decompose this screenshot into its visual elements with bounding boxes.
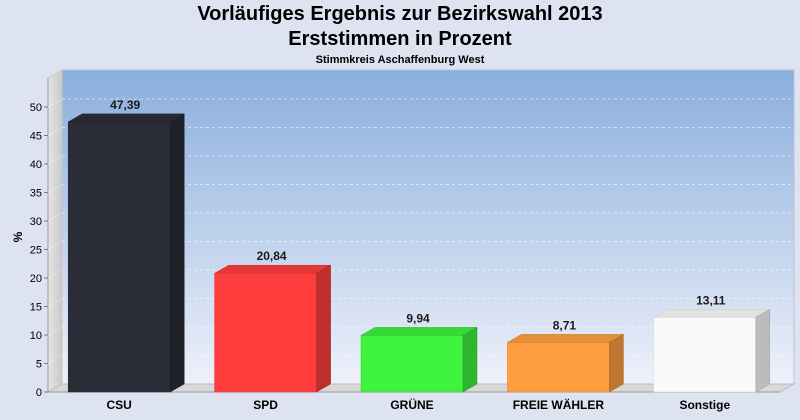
y-tick-label: 10 bbox=[30, 330, 42, 342]
y-tick-label: 40 bbox=[30, 159, 42, 171]
data-label: 47,39 bbox=[110, 98, 140, 112]
y-tick-label: 50 bbox=[30, 102, 42, 114]
bar-sonstige bbox=[653, 317, 757, 393]
bar-top bbox=[360, 327, 478, 336]
y-tick-label: 0 bbox=[36, 387, 42, 399]
x-tick-label: GRÜNE bbox=[390, 397, 433, 412]
y-tick-label: 15 bbox=[30, 302, 42, 314]
bar-side bbox=[169, 113, 185, 393]
gridline-side bbox=[47, 212, 63, 222]
data-label: 8,71 bbox=[553, 318, 577, 332]
gridline-side bbox=[47, 241, 63, 250]
y-tick-label: 20 bbox=[30, 273, 42, 285]
gridline-side bbox=[47, 269, 63, 279]
x-tick-label: SPD bbox=[253, 398, 278, 412]
bar-side bbox=[316, 264, 331, 393]
bar-freie-wähler bbox=[507, 342, 610, 393]
y-tick-label: 35 bbox=[30, 188, 42, 200]
data-label: 20,84 bbox=[257, 249, 287, 263]
data-label: 13,11 bbox=[696, 293, 726, 307]
x-tick-label: CSU bbox=[107, 398, 132, 412]
gridline-side bbox=[47, 298, 63, 307]
bar-spd bbox=[214, 272, 317, 393]
plot-left-wall bbox=[47, 69, 63, 393]
gridline-side bbox=[47, 326, 63, 336]
bar-top bbox=[506, 334, 625, 343]
data-label: 9,94 bbox=[406, 311, 430, 325]
chart-title: Vorläufiges Ergebnis zur Bezirkswahl 201… bbox=[197, 3, 603, 25]
bar-top bbox=[213, 264, 332, 274]
gridline-side bbox=[47, 184, 63, 193]
chart-title-2: Erststimmen in Prozent bbox=[288, 28, 512, 50]
y-axis-label: % bbox=[11, 231, 25, 242]
bar-grüne bbox=[360, 335, 464, 393]
gridline-side bbox=[47, 355, 63, 364]
gridline-side bbox=[47, 127, 63, 136]
x-tick-label: Sonstige bbox=[679, 398, 730, 412]
y-tick-label: 30 bbox=[30, 216, 42, 228]
chart-subtitle: Stimmkreis Aschaffenburg West bbox=[315, 54, 485, 66]
gridline-side bbox=[47, 98, 63, 108]
gridline-side bbox=[47, 155, 63, 165]
bar-csu bbox=[67, 121, 171, 393]
bar-side bbox=[609, 333, 624, 393]
bar-side bbox=[462, 326, 478, 393]
y-tick-label: 5 bbox=[36, 359, 42, 371]
bar-side bbox=[755, 308, 771, 393]
x-tick-label: FREIE WÄHLER bbox=[513, 397, 605, 412]
y-tick-label: 45 bbox=[30, 131, 42, 143]
bar-top bbox=[652, 309, 771, 318]
bar-top bbox=[67, 113, 186, 123]
y-tick-label: 25 bbox=[30, 245, 42, 257]
